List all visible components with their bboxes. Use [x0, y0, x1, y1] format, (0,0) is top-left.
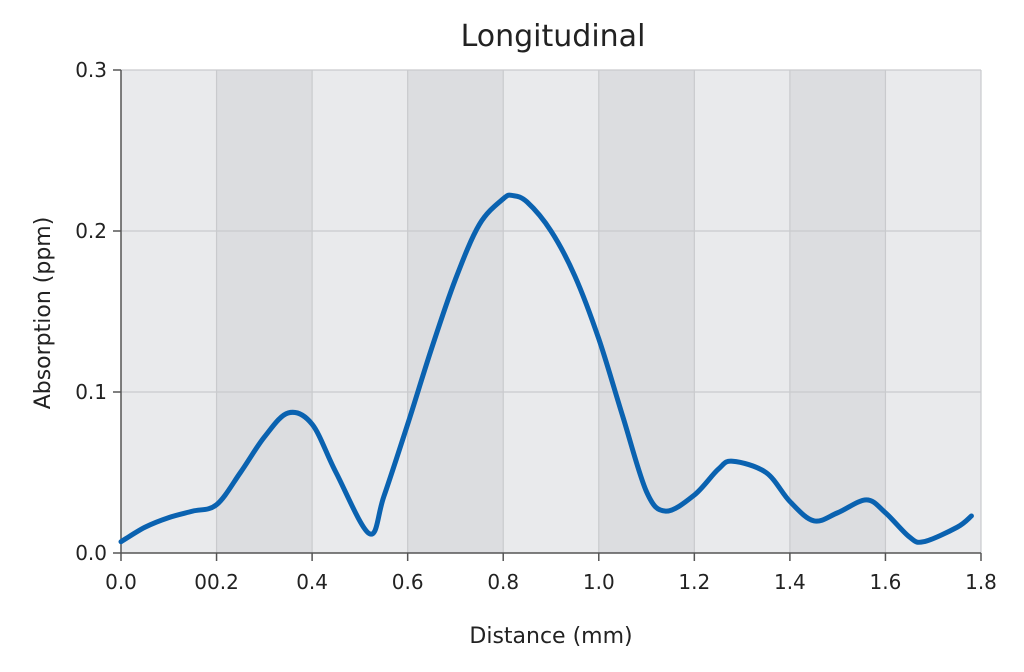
x-axis-label: Distance (mm)	[469, 624, 632, 649]
series-line	[118, 192, 974, 545]
y-tick-label: 0.0	[75, 541, 107, 565]
x-tick-label: 1.8	[965, 570, 997, 594]
x-tick-label: 1.6	[870, 570, 902, 594]
shaded-band	[407, 70, 504, 553]
shaded-band	[598, 70, 695, 553]
x-tick-label: 0.8	[487, 570, 519, 594]
x-tick-label: 1.4	[774, 570, 806, 594]
x-tick-label: 1.2	[678, 570, 710, 594]
y-tick-label: 0.2	[75, 219, 107, 243]
x-tick-label: 00.2	[194, 570, 239, 594]
grid-layer	[121, 69, 982, 553]
y-tick-label: 0.3	[75, 58, 107, 82]
x-tick-label: 0.4	[296, 570, 328, 594]
y-tick-label: 0.1	[75, 380, 107, 404]
shaded-bands-layer	[216, 70, 886, 553]
shaded-band	[789, 70, 886, 553]
series-layer	[118, 192, 974, 545]
tick-labels-layer: 0.0 00.2 0.4 0.6 0.8 1.0 1.2 1.4 1.6 1.8 0.0 0.1 0.2…	[75, 58, 997, 594]
chart-title: Longitudinal	[461, 19, 646, 54]
shaded-band	[216, 70, 313, 553]
x-tick-label: 1.0	[583, 570, 615, 594]
axes-layer	[113, 69, 982, 561]
y-axis-label: Absorption (ppm)	[31, 217, 56, 410]
x-tick-label: 0.6	[392, 570, 424, 594]
x-tick-label: 0.0	[105, 570, 137, 594]
